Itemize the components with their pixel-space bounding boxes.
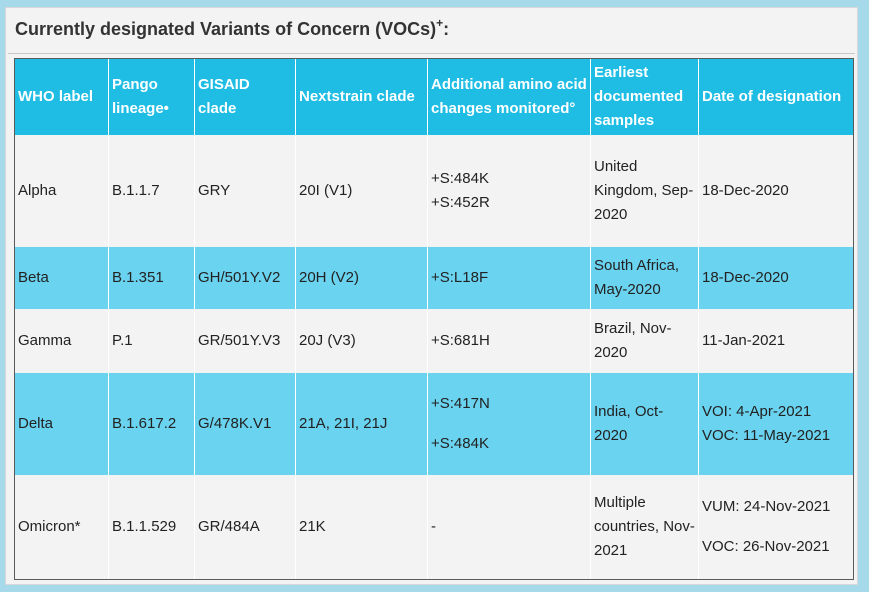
page-title: Currently designated Variants of Concern… [15, 16, 449, 40]
change-item: +S:681H [431, 332, 490, 349]
cell-who-label: Omicron* [15, 475, 109, 579]
cell-earliest-samples: South Africa, May-2020 [591, 247, 699, 309]
designation-item: 18-Dec-2020 [702, 182, 789, 199]
voc-panel: Currently designated Variants of Concern… [5, 7, 858, 585]
change-item: +S:452R [431, 194, 490, 211]
cell-who-label: Beta [15, 247, 109, 309]
cell-earliest-samples: United Kingdom, Sep-2020 [591, 135, 699, 247]
title-divider [8, 53, 855, 54]
header-row: WHO label Pango lineage• GISAID clade Ne… [15, 59, 853, 135]
designation-item: VOI: 4-Apr-2021 [702, 403, 812, 420]
cell-gisaid-clade: GR/484A [195, 475, 296, 579]
cell-earliest-samples: Brazil, Nov-2020 [591, 309, 699, 373]
title-text: Currently designated Variants of Concern… [15, 19, 437, 39]
table-row: Delta B.1.617.2 G/478K.V1 21A, 21I, 21J … [15, 373, 853, 475]
cell-amino-acid-changes: +S:484K +S:452R [428, 135, 591, 247]
cell-earliest-samples: Multiple countries, Nov-2021 [591, 475, 699, 579]
cell-pango-lineage: B.1.1.7 [109, 135, 195, 247]
header-amino-acid-changes: Additional amino acid changes monitored° [428, 59, 591, 135]
designation-item: VUM: 24-Nov-2021 [702, 498, 831, 515]
table-row: Gamma P.1 GR/501Y.V3 20J (V3) +S:681H Br… [15, 309, 853, 373]
cell-pango-lineage: B.1.351 [109, 247, 195, 309]
cell-pango-lineage: P.1 [109, 309, 195, 373]
cell-amino-acid-changes: +S:681H [428, 309, 591, 373]
voc-table-container: WHO label Pango lineage• GISAID clade Ne… [14, 58, 854, 580]
change-item: +S:417N [431, 395, 490, 412]
change-item: +S:484K [431, 435, 489, 452]
cell-date-designation: VUM: 24-Nov-2021 VOC: 26-Nov-2021 [699, 475, 853, 579]
cell-who-label: Alpha [15, 135, 109, 247]
change-item: +S:L18F [431, 269, 489, 286]
cell-nextstrain-clade: 21A, 21I, 21J [296, 373, 428, 475]
cell-pango-lineage: B.1.617.2 [109, 373, 195, 475]
table-row: Alpha B.1.1.7 GRY 20I (V1) +S:484K +S:45… [15, 135, 853, 247]
designation-item: 18-Dec-2020 [702, 269, 789, 286]
header-earliest-samples: Earliest documented samples [591, 59, 699, 135]
cell-date-designation: 18-Dec-2020 [699, 135, 853, 247]
cell-who-label: Gamma [15, 309, 109, 373]
header-nextstrain-clade: Nextstrain clade [296, 59, 428, 135]
cell-gisaid-clade: GRY [195, 135, 296, 247]
cell-nextstrain-clade: 20J (V3) [296, 309, 428, 373]
cell-date-designation: 18-Dec-2020 [699, 247, 853, 309]
cell-amino-acid-changes: +S:L18F [428, 247, 591, 309]
voc-table: WHO label Pango lineage• GISAID clade Ne… [15, 59, 853, 579]
title-superscript: + [436, 16, 444, 30]
header-who-label: WHO label [15, 59, 109, 135]
cell-earliest-samples: India, Oct-2020 [591, 373, 699, 475]
cell-date-designation: 11-Jan-2021 [699, 309, 853, 373]
cell-pango-lineage: B.1.1.529 [109, 475, 195, 579]
cell-nextstrain-clade: 20I (V1) [296, 135, 428, 247]
title-suffix: : [443, 19, 450, 39]
designation-item: VOC: 26-Nov-2021 [702, 538, 830, 555]
cell-date-designation: VOI: 4-Apr-2021 VOC: 11-May-2021 [699, 373, 853, 475]
cell-nextstrain-clade: 21K [296, 475, 428, 579]
change-item: - [431, 518, 436, 535]
header-pango-lineage: Pango lineage• [109, 59, 195, 135]
change-item: +S:484K [431, 170, 489, 187]
header-date-designation: Date of designation [699, 59, 853, 135]
cell-amino-acid-changes: - [428, 475, 591, 579]
designation-item: 11-Jan-2021 [702, 332, 786, 349]
cell-who-label: Delta [15, 373, 109, 475]
designation-item: VOC: 11-May-2021 [702, 427, 831, 444]
table-row: Omicron* B.1.1.529 GR/484A 21K - Multipl… [15, 475, 853, 579]
cell-amino-acid-changes: +S:417N +S:484K [428, 373, 591, 475]
header-gisaid-clade: GISAID clade [195, 59, 296, 135]
cell-nextstrain-clade: 20H (V2) [296, 247, 428, 309]
cell-gisaid-clade: G/478K.V1 [195, 373, 296, 475]
table-row: Beta B.1.351 GH/501Y.V2 20H (V2) +S:L18F… [15, 247, 853, 309]
cell-gisaid-clade: GR/501Y.V3 [195, 309, 296, 373]
cell-gisaid-clade: GH/501Y.V2 [195, 247, 296, 309]
